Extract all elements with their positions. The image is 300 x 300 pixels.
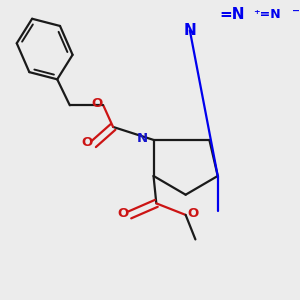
Text: =N: =N [219, 7, 244, 22]
Text: N: N [183, 23, 196, 38]
Text: O: O [81, 136, 92, 149]
Text: O: O [117, 207, 128, 220]
Text: ⁻: ⁻ [292, 7, 300, 22]
Text: O: O [92, 97, 103, 110]
Text: O: O [187, 207, 198, 220]
Text: ⁺=N: ⁺=N [253, 8, 280, 21]
Text: N: N [137, 132, 148, 145]
